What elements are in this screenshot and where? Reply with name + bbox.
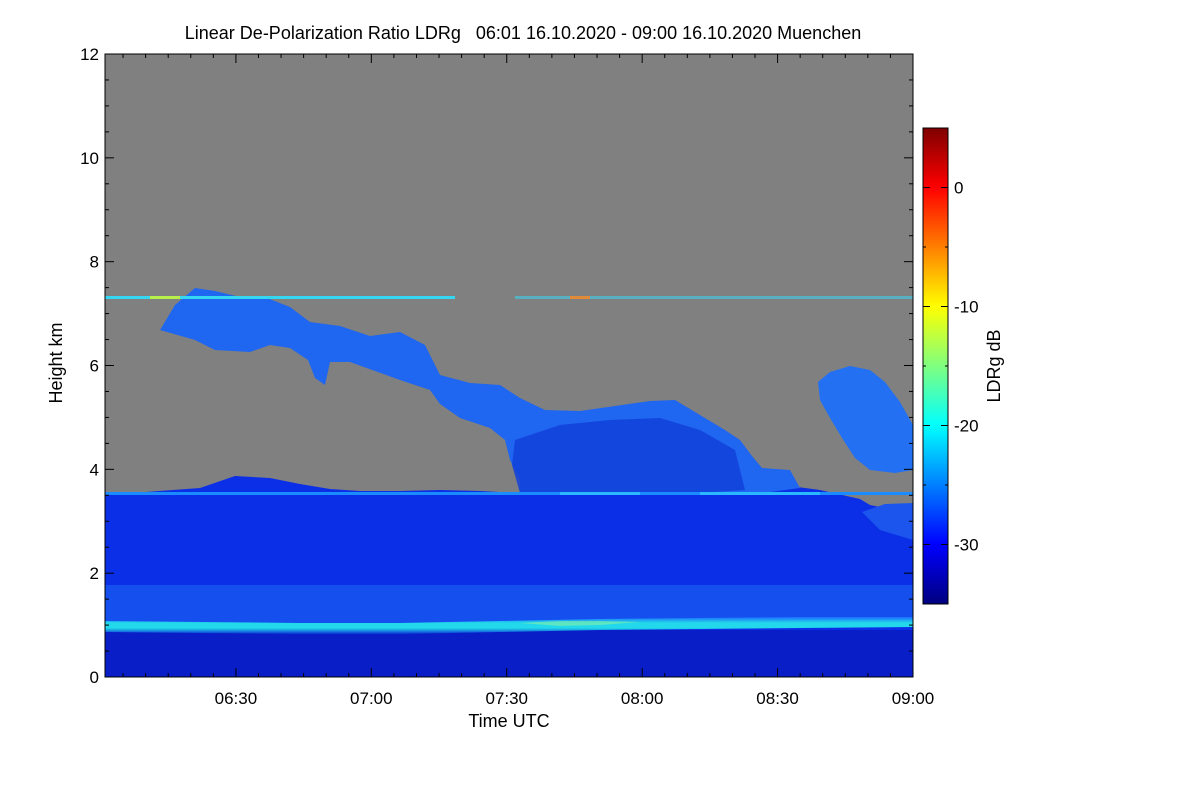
haze-band — [105, 585, 913, 623]
near-surface-layer — [105, 630, 913, 677]
noise-line-yellow — [150, 296, 180, 299]
y-tick-label: 6 — [90, 357, 99, 376]
right-cloud-patch — [818, 366, 913, 473]
boundary-layer-accent — [520, 621, 640, 626]
y-axis-label: Height km — [46, 322, 66, 403]
colorbar-tick-label: -30 — [954, 536, 979, 555]
x-tick-label: 08:00 — [621, 689, 664, 708]
colorbar-label: LDRg dB — [984, 329, 1004, 402]
layer-top-highlight-2 — [700, 492, 820, 495]
colorbar-tick-label: 0 — [954, 179, 963, 198]
noise-line-dots — [515, 296, 913, 299]
x-tick-label: 07:30 — [485, 689, 528, 708]
noise-line-orange — [570, 296, 590, 299]
colorbar-tick-label: -20 — [954, 417, 979, 436]
x-tick-label: 07:00 — [350, 689, 393, 708]
x-axis-ticks: 06:30 07:00 07:30 08:00 08:30 09:00 — [122, 54, 935, 708]
y-tick-label: 0 — [90, 668, 99, 687]
noise-line — [105, 296, 455, 299]
y-tick-label: 8 — [90, 253, 99, 272]
y-tick-label: 4 — [90, 460, 99, 479]
right-lower-patch — [862, 503, 913, 540]
x-tick-label: 06:30 — [215, 689, 258, 708]
colorbar-tick-label: -10 — [954, 298, 979, 317]
y-axis-ticks: 0 2 4 6 8 10 12 — [80, 45, 913, 687]
x-tick-label: 08:30 — [756, 689, 799, 708]
x-tick-label: 09:00 — [892, 689, 935, 708]
boundary-layer-band — [105, 617, 913, 634]
chart-title: Linear De-Polarization Ratio LDRg 06:01 … — [185, 23, 861, 43]
layer-top-line — [105, 492, 913, 495]
layer-top-highlight — [560, 492, 640, 495]
plot-area — [105, 54, 913, 677]
y-tick-label: 10 — [80, 149, 99, 168]
x-axis-label: Time UTC — [468, 711, 549, 731]
y-tick-label: 12 — [80, 45, 99, 64]
colorbar — [922, 127, 949, 605]
cloud-core — [512, 418, 745, 493]
colorbar-ticks: 0 -10 -20 -30 — [923, 127, 979, 605]
y-tick-label: 2 — [90, 564, 99, 583]
